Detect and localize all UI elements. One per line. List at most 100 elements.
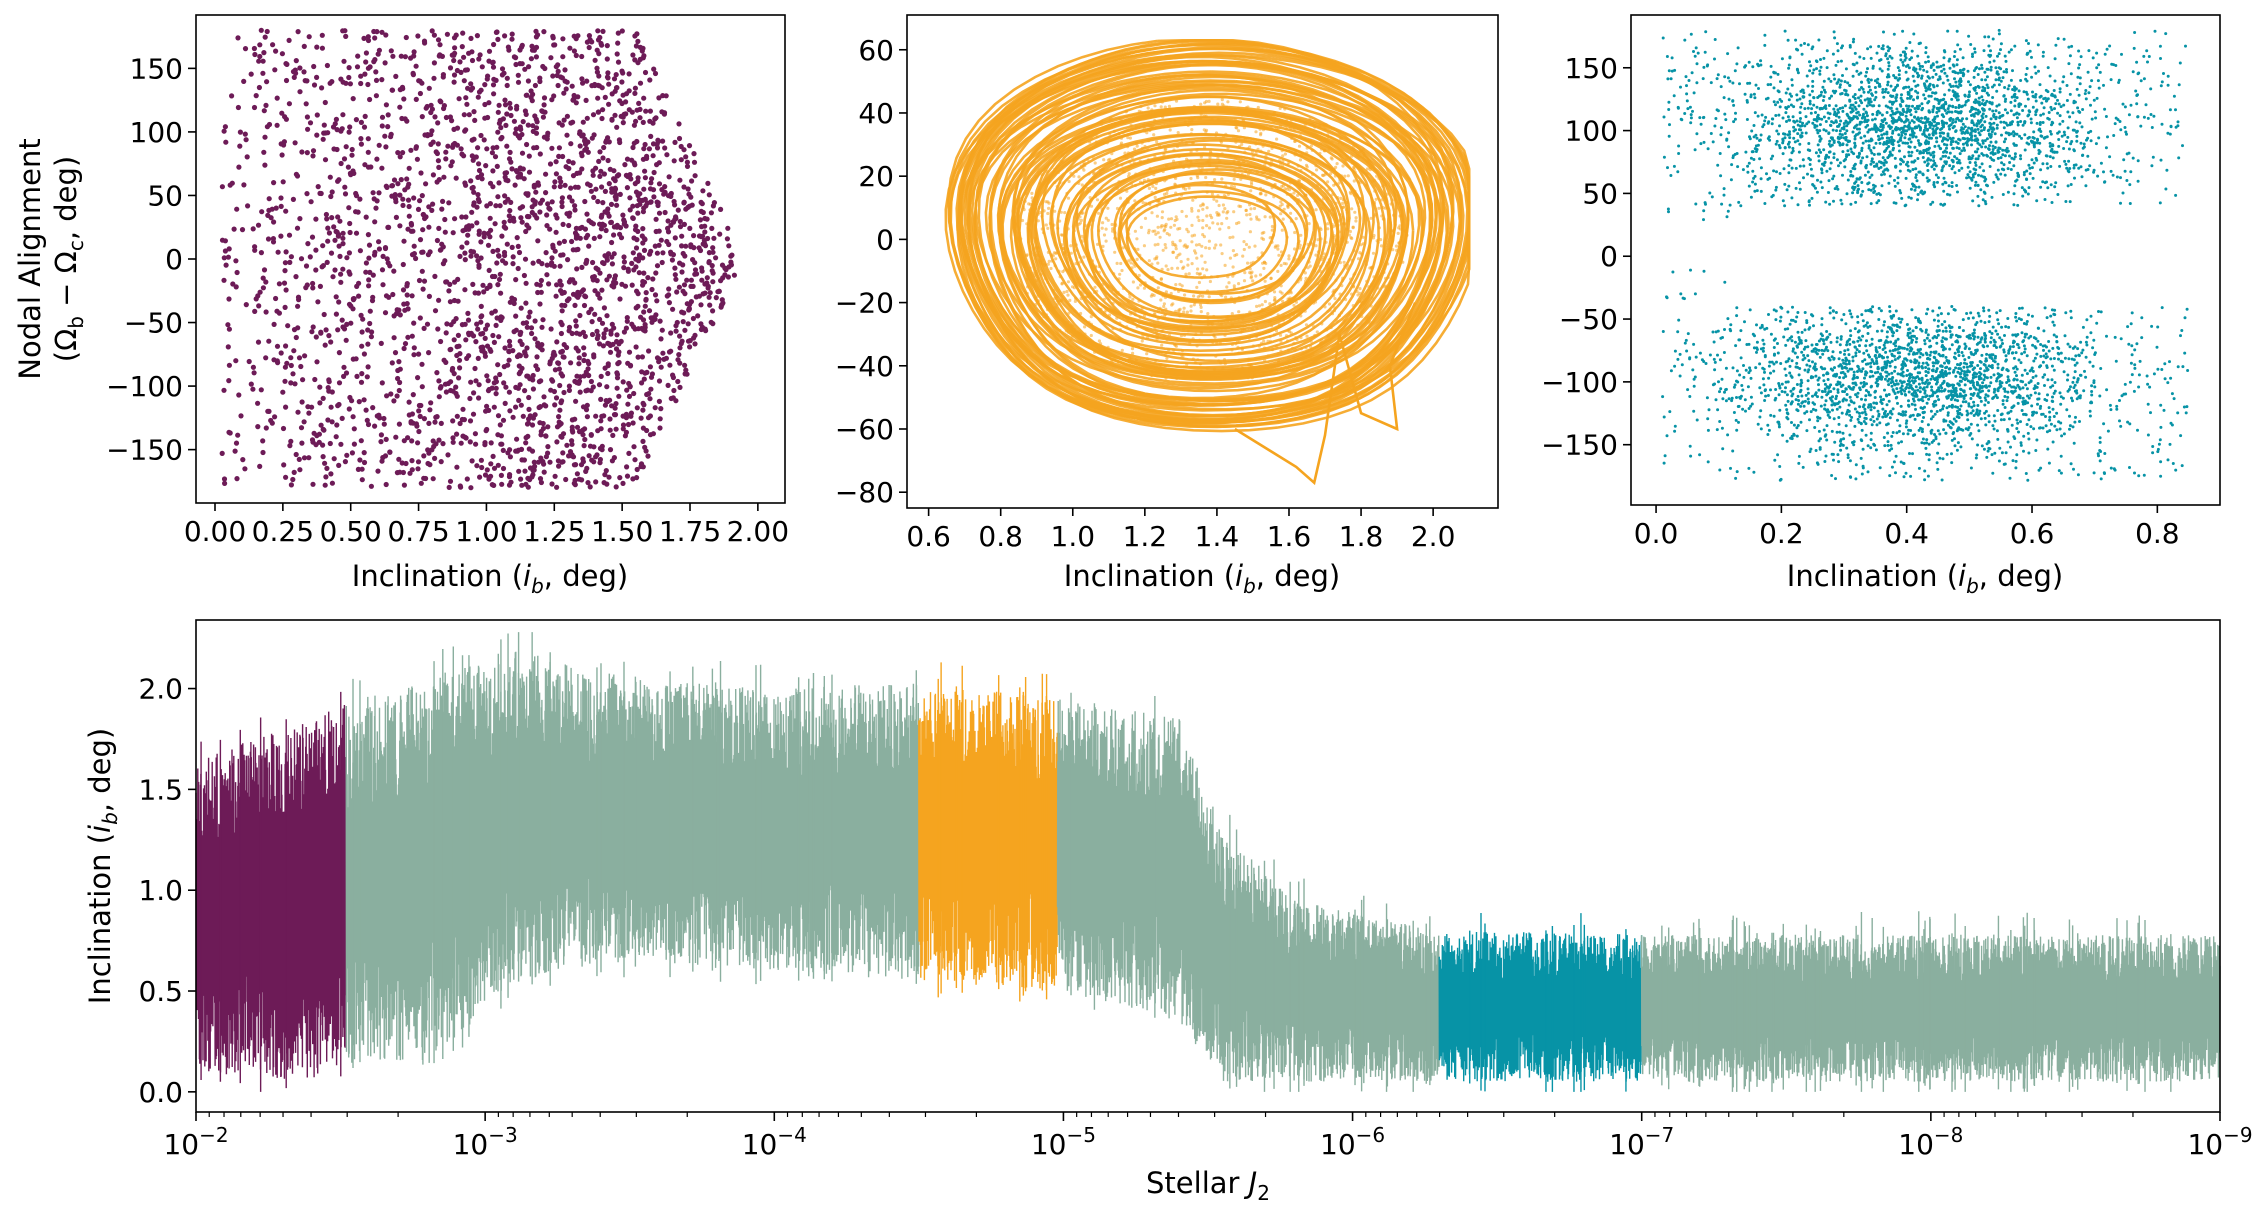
orbit-sample (1263, 169, 1267, 173)
scatter-point (426, 204, 432, 210)
scatter-point (489, 310, 495, 316)
orbit-sample (1148, 123, 1152, 128)
scatter-point (1983, 70, 1987, 74)
orbit-sample (1269, 276, 1273, 281)
orbit-loop (1062, 138, 1372, 363)
scatter-point (435, 158, 441, 164)
orbit-sample (1358, 287, 1362, 291)
scatter-point (333, 228, 339, 235)
orbit-sample (1128, 295, 1132, 299)
orbit-sample (1084, 224, 1088, 228)
orbit-sample (1238, 164, 1242, 168)
orbit-sample (1179, 334, 1184, 338)
orbit-sample (1130, 127, 1134, 131)
scatter-point (261, 149, 267, 155)
scatter-point (540, 114, 547, 120)
orbit-sample (1042, 209, 1046, 213)
scatter-point (391, 398, 397, 404)
orbit-sample (1338, 213, 1342, 217)
orbit-sample (1057, 269, 1061, 273)
scatter-point (1899, 320, 1903, 324)
scatter-point (361, 459, 368, 466)
scatter-point (332, 267, 338, 273)
orbit-sample (1155, 214, 1159, 218)
scatter-point (473, 441, 479, 447)
scatter-point (489, 150, 495, 156)
scatter-point (624, 318, 630, 324)
orbit-sample (1120, 348, 1124, 352)
scatter-point (417, 78, 423, 84)
orbit-sample (1127, 259, 1131, 263)
scatter-point (383, 102, 389, 108)
orbit-sample (1327, 147, 1331, 151)
scatter-point (328, 193, 334, 200)
scatter-point (516, 371, 522, 377)
scatter-point (253, 93, 259, 99)
scatter-point (400, 150, 406, 156)
orbit-sample (1356, 323, 1360, 327)
orbit-sample (1199, 169, 1203, 174)
orbit-sample (1047, 259, 1051, 263)
scatter-point (633, 43, 640, 49)
orbit-sample (1051, 204, 1055, 208)
scatter-point (322, 342, 328, 348)
orbit-sample (1148, 112, 1152, 116)
scatter-point (332, 121, 338, 127)
orbit-sample (1256, 105, 1260, 110)
scatter-point (2138, 359, 2142, 363)
scatter-point (406, 399, 412, 405)
x-tick-label: 0.8 (978, 520, 1023, 553)
scatter-point (293, 451, 299, 458)
scatter-point (536, 404, 542, 411)
orbit-sample (1354, 216, 1358, 220)
scatter-point (466, 353, 472, 359)
orbit-sample (1326, 180, 1330, 184)
scatter-point (522, 66, 528, 72)
orbit-sample (1269, 286, 1273, 290)
orbit-sample (1184, 214, 1188, 218)
orbit-sample (1034, 302, 1038, 307)
scatter-point (650, 141, 657, 147)
scatter-point (309, 329, 315, 335)
scatter-point (618, 235, 625, 241)
scatter-point (333, 311, 339, 317)
orbit-sample (1117, 277, 1121, 281)
scatter-point (221, 128, 227, 134)
orbit-sample (1036, 292, 1040, 296)
scatter-point (691, 233, 697, 239)
scatter-point (630, 144, 636, 151)
scatter-point (463, 435, 469, 441)
x-tick-label: 1.2 (1123, 520, 1168, 553)
orbit-sample (1077, 181, 1081, 185)
scatter-point (1769, 332, 1773, 336)
scatter-point (560, 153, 566, 160)
scatter-point (635, 326, 642, 332)
scatter-point (532, 199, 538, 205)
orbit-sample (1063, 268, 1067, 272)
scatter-point (601, 480, 607, 486)
scatter-point (410, 392, 416, 398)
orbit-sample (1203, 101, 1207, 105)
orbit-sample (1401, 260, 1405, 264)
orbit-sample (1264, 275, 1268, 279)
scatter-point (423, 181, 429, 187)
orbit-sample (1211, 340, 1215, 344)
orbit-sample (1254, 274, 1258, 278)
orbit-sample (1034, 175, 1038, 179)
orbit-sample (1231, 235, 1235, 239)
scatter-point (231, 226, 237, 232)
scatter-point (337, 218, 343, 224)
scatter-point (451, 337, 457, 343)
scatter-point (642, 69, 649, 76)
scatter-point (689, 178, 695, 184)
scatter-point (559, 203, 565, 210)
scatter-point (688, 194, 694, 200)
orbit-sample (1129, 123, 1133, 127)
orbit-sample (1039, 273, 1043, 277)
orbit-sample (1173, 218, 1177, 223)
scatter-point (259, 209, 265, 215)
orbit-sample (1072, 268, 1076, 272)
orbit-sample (1270, 186, 1274, 190)
scatter-point (1665, 55, 1669, 58)
scatter-point (1954, 374, 1958, 378)
